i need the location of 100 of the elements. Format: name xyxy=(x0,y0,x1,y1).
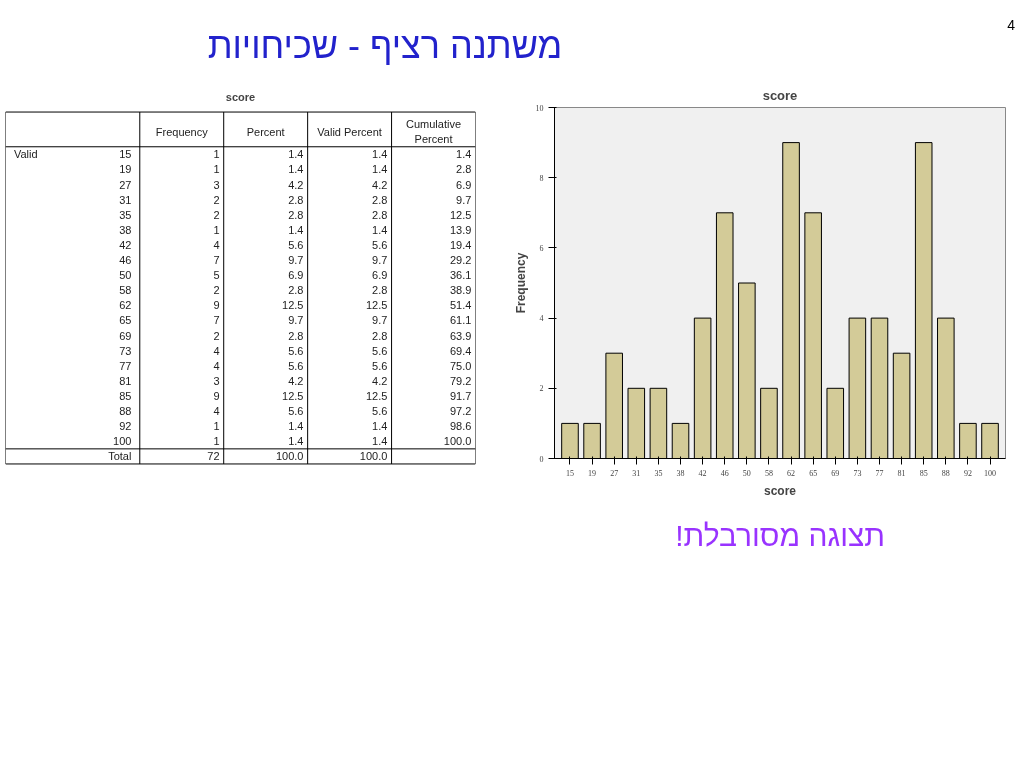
data-label: 9 xyxy=(213,299,220,312)
x-tick-label: 31 xyxy=(632,468,641,478)
data-label: 2.8 xyxy=(372,329,388,342)
data-label: 4 xyxy=(213,359,220,372)
y-tick-label: Total xyxy=(108,450,132,463)
data-label: 2.8 xyxy=(372,284,388,297)
data-label: 1.4 xyxy=(456,148,472,161)
y-tick-label: 0 xyxy=(539,454,544,464)
data-label: 100.0 xyxy=(275,450,304,463)
data-label: 2.8 xyxy=(372,193,388,206)
data-label: 100.0 xyxy=(443,435,472,448)
data-label: 2 xyxy=(213,208,220,221)
data-label: 4 xyxy=(213,238,220,251)
data-label: 1.4 xyxy=(288,420,304,433)
x-tick-label: Frequency xyxy=(155,125,209,138)
data-label: 2.8 xyxy=(288,208,304,221)
y-tick-label: 81 xyxy=(119,374,132,387)
data-label: 4.2 xyxy=(288,178,304,191)
data-label: 5.6 xyxy=(372,238,388,251)
data-label: 79.2 xyxy=(449,374,472,387)
x-tick-label: 100 xyxy=(984,468,997,478)
data-label: 5.6 xyxy=(372,359,388,372)
data-label: 2.8 xyxy=(456,163,472,176)
data-label: 4 xyxy=(213,405,220,418)
data-label: 38.9 xyxy=(449,284,472,297)
x-axis-title: score xyxy=(763,483,797,498)
y-tick-label: 73 xyxy=(119,344,132,357)
x-tick-label: 15 xyxy=(565,468,574,478)
y-tick-label: 6 xyxy=(539,243,544,253)
data-label: 4.2 xyxy=(288,374,304,387)
x-tick-label: Valid Percent xyxy=(317,125,382,138)
data-label: 5.6 xyxy=(288,344,304,357)
data-label: 13.9 xyxy=(449,223,472,236)
x-tick-label: 69 xyxy=(831,468,840,478)
data-label: 72 xyxy=(207,450,220,463)
data-label: 1.4 xyxy=(288,148,304,161)
y-axis-title: Frequency xyxy=(513,252,528,314)
y-tick-label: 15 xyxy=(119,148,132,161)
x-tick-label: 58 xyxy=(764,468,773,478)
x-tick-label: 77 xyxy=(875,468,884,478)
x-tick-label: 50 xyxy=(742,468,751,478)
text: 4 xyxy=(1007,16,1015,35)
data-label: 1 xyxy=(213,148,220,161)
data-label: 1.4 xyxy=(372,435,388,448)
data-label: 98.6 xyxy=(449,420,472,433)
text: משתנה רציף - שכיחויות xyxy=(207,24,563,68)
data-label: 2 xyxy=(213,329,220,342)
x-tick-label: Cumulative Percent xyxy=(406,118,462,145)
data-label: 36.1 xyxy=(449,269,472,282)
data-label: 12.5 xyxy=(282,390,304,402)
x-tick-label: 73 xyxy=(853,468,862,478)
data-label: 1.4 xyxy=(372,223,388,236)
data-label: 69.4 xyxy=(449,344,472,357)
data-label: 7 xyxy=(213,314,220,327)
data-label: 1 xyxy=(213,163,220,176)
x-tick-label: 35 xyxy=(654,468,663,478)
data-label: 9.7 xyxy=(288,254,304,267)
data-label: 12.5 xyxy=(365,390,388,402)
x-tick-label: 42 xyxy=(698,468,707,478)
y-tick-label: 100 xyxy=(113,435,132,448)
y-tick-label: 77 xyxy=(119,359,132,372)
x-tick-label: 92 xyxy=(963,468,972,478)
data-label: 51.4 xyxy=(449,299,472,312)
data-label: 19.4 xyxy=(449,238,472,251)
y-tick-label: 46 xyxy=(119,254,132,267)
x-tick-label: 65 xyxy=(809,468,818,478)
data-label: 2.8 xyxy=(372,208,388,221)
data-label: 1.4 xyxy=(288,163,304,176)
data-label: 29.2 xyxy=(449,254,472,267)
x-tick-label: 38 xyxy=(676,468,685,478)
y-tick-label: 19 xyxy=(119,163,132,176)
data-label: 5 xyxy=(213,269,220,282)
data-label: 75.0 xyxy=(449,359,472,372)
x-tick-label: 85 xyxy=(919,468,928,478)
y-tick-label: 31 xyxy=(119,193,132,206)
y-tick-label: 50 xyxy=(119,269,132,282)
y-tick-label: 65 xyxy=(119,314,132,327)
data-label: 3 xyxy=(213,178,220,191)
data-label: 9.7 xyxy=(372,314,388,327)
data-label: 2.8 xyxy=(288,329,304,342)
chart-title: score xyxy=(762,87,798,103)
data-label: 1.4 xyxy=(372,148,388,161)
text: תצוגה מסורבלת! xyxy=(675,518,885,554)
data-label: 1.4 xyxy=(288,223,304,236)
data-label: 5.6 xyxy=(288,359,304,372)
data-label: 2.8 xyxy=(288,193,304,206)
data-label: 4 xyxy=(213,344,220,357)
x-tick-label: 62 xyxy=(787,468,796,478)
data-label: 3 xyxy=(213,374,220,387)
data-label: 12.5 xyxy=(449,208,472,221)
y-tick-label: 62 xyxy=(119,299,132,312)
data-label: 12.5 xyxy=(365,299,388,312)
data-label: 9.7 xyxy=(372,254,388,267)
data-label: 9 xyxy=(213,390,220,402)
data-label: 1.4 xyxy=(372,420,388,433)
data-label: 1 xyxy=(213,223,220,236)
data-label: 1.4 xyxy=(288,435,304,448)
data-label: 1 xyxy=(213,435,220,448)
data-label: 2 xyxy=(213,284,220,297)
y-tick-label: 8 xyxy=(539,173,544,183)
